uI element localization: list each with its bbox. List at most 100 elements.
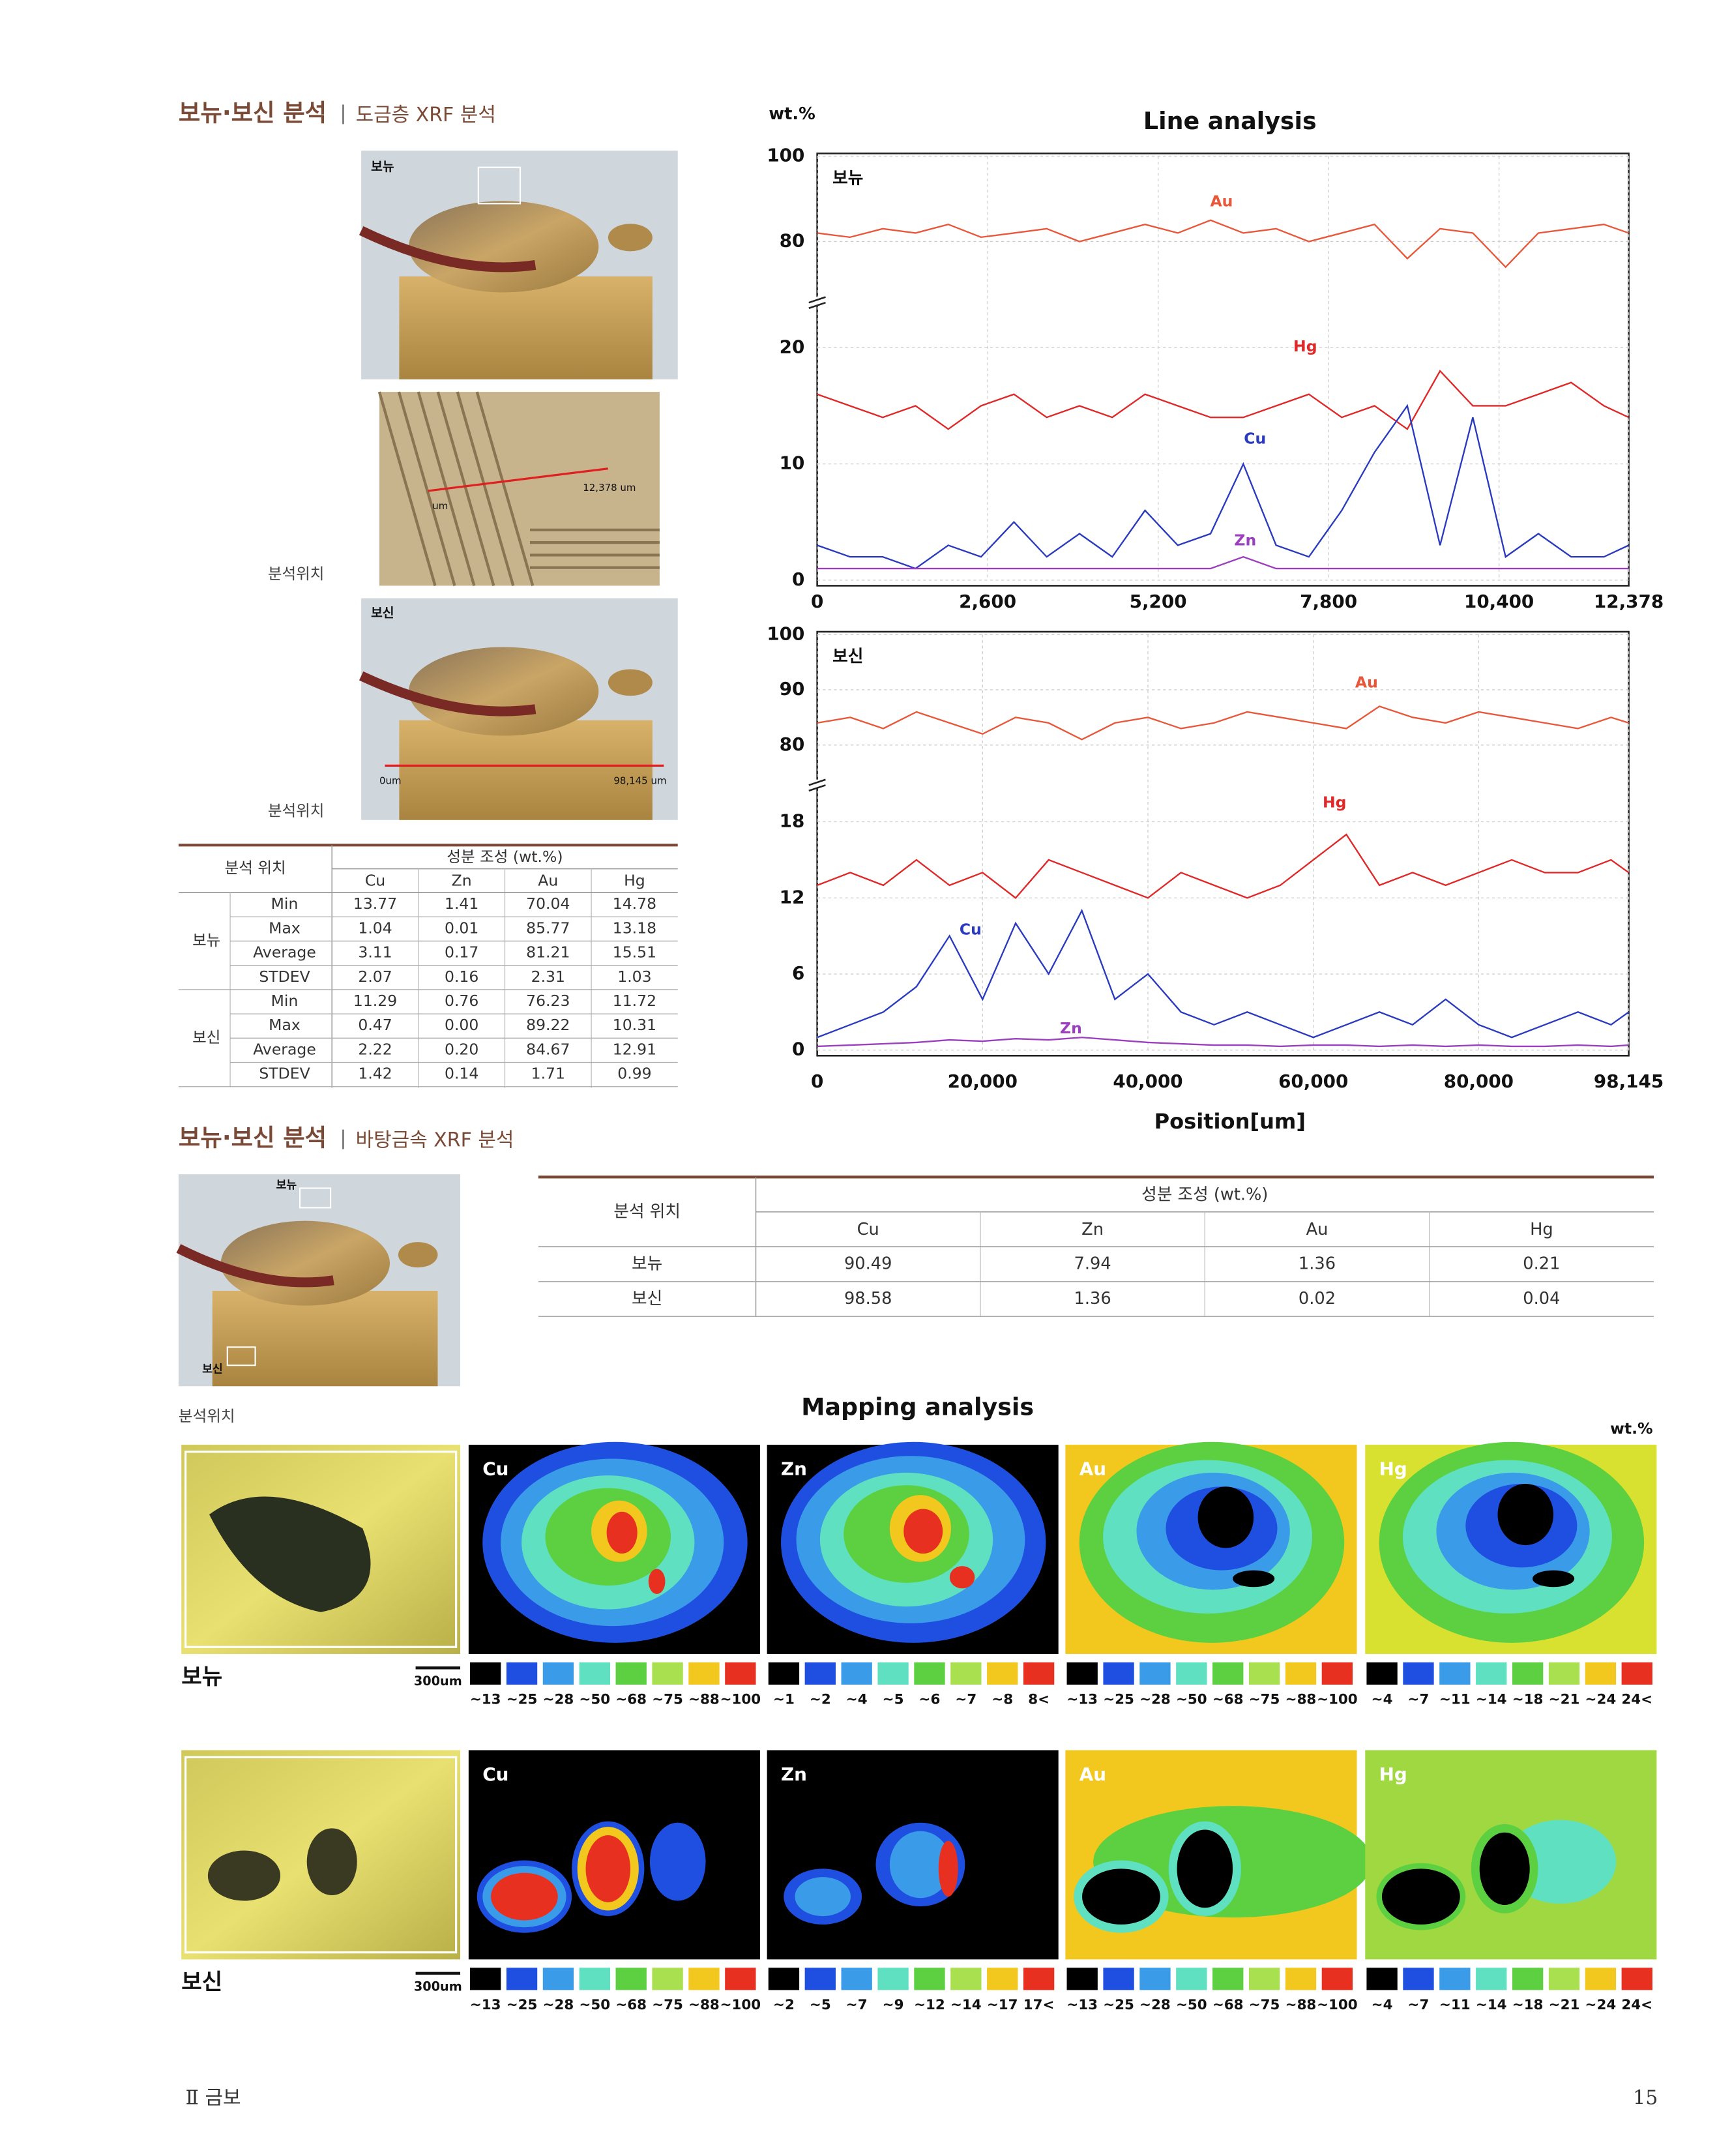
- table-cell: 89.22: [526, 1016, 570, 1034]
- map-region: [648, 1569, 666, 1594]
- map-region: [889, 1831, 951, 1898]
- series-label: Au: [1210, 192, 1233, 211]
- series-label: Hg: [1323, 793, 1347, 812]
- legend-swatch: [470, 1968, 501, 1990]
- legend-label: ~5: [883, 1692, 904, 1708]
- table-cell: 0.00: [445, 1016, 478, 1034]
- legend-label: ~25: [1103, 1997, 1134, 2013]
- legend-swatch: [1212, 1968, 1244, 1990]
- data-line: [817, 555, 1629, 570]
- legend-label: ~88: [688, 1692, 720, 1708]
- y-tick-label: 20: [780, 336, 805, 357]
- table-cell: 0.99: [617, 1065, 651, 1083]
- legend-label: ~4: [846, 1692, 868, 1708]
- map-region: [938, 1840, 958, 1897]
- scale-label: 300um: [414, 1674, 462, 1689]
- legend-swatch: [1366, 1968, 1398, 1990]
- photo-head: [608, 224, 653, 252]
- legend-label: ~28: [1139, 1997, 1171, 2013]
- legend-label: ~11: [1439, 1997, 1471, 2013]
- table-cell: 1.03: [617, 967, 651, 986]
- page-number: 15: [1633, 2086, 1658, 2109]
- footer-section: Ⅱ 금보: [186, 2086, 241, 2109]
- y-tick-label: 0: [792, 569, 804, 590]
- table-col-header: Au: [1306, 1220, 1328, 1239]
- legend-swatch: [1321, 1968, 1353, 1990]
- table-header: 성분 조성 (wt.%): [1141, 1185, 1268, 1205]
- legend-swatch: [1248, 1968, 1280, 1990]
- data-line: [817, 1037, 1629, 1048]
- section-title: 보뉴·보신 분석: [179, 98, 327, 126]
- table-row-header: 보뉴: [632, 1254, 662, 1274]
- table-cell: 0.20: [445, 1040, 478, 1058]
- map-element-label: Cu: [482, 1764, 508, 1785]
- legend-swatch: [1366, 1662, 1398, 1685]
- y-tick-label: 6: [792, 962, 804, 984]
- legend-swatch: [1285, 1662, 1317, 1685]
- photo-groove: [436, 391, 495, 587]
- table-stat: Average: [253, 1040, 316, 1058]
- legend-swatch: [1476, 1662, 1507, 1685]
- legend-swatch: [877, 1968, 909, 1990]
- photo-cord: [359, 671, 536, 716]
- legend-label: ~11: [1439, 1692, 1471, 1708]
- sample-label: 보뉴: [181, 1664, 222, 1690]
- legend-swatch: [1212, 1662, 1244, 1685]
- map-element-label: Zn: [781, 1458, 807, 1480]
- legend-label: ~18: [1512, 1997, 1544, 2013]
- chart-title: Line analysis: [1143, 107, 1317, 135]
- table-header: 분석 위치: [613, 1202, 681, 1221]
- legend-swatch: [1176, 1968, 1207, 1990]
- table-stat: STDEV: [259, 1065, 310, 1083]
- legend-label: ~7: [846, 1997, 868, 2013]
- photo-frame: [226, 1346, 256, 1366]
- map-region: [585, 1835, 630, 1902]
- map-region: [1532, 1570, 1575, 1587]
- table-cell: 1.42: [358, 1065, 392, 1083]
- legend-label: ~4: [1372, 1997, 1393, 2013]
- map-region: [491, 1872, 558, 1921]
- table-col-header: Au: [538, 871, 558, 889]
- x-tick-label: 60,000: [1278, 1071, 1348, 1092]
- legend-swatch: [1621, 1968, 1652, 1990]
- legend-label: ~25: [1103, 1692, 1134, 1708]
- legend-label: ~9: [883, 1997, 904, 2013]
- legend-swatch: [768, 1968, 800, 1990]
- table-cell: 0.01: [445, 919, 478, 937]
- legend-swatch: [1176, 1662, 1207, 1685]
- legend-swatch: [1439, 1968, 1471, 1990]
- table-cell: 0.04: [1523, 1289, 1560, 1308]
- legend-label: ~100: [1317, 1692, 1358, 1708]
- legend-swatch: [1548, 1968, 1580, 1990]
- legend-label: ~88: [688, 1997, 720, 2013]
- sample-label: 보신: [181, 1969, 222, 1995]
- table-cell: 11.72: [613, 992, 656, 1010]
- measure-start: um: [432, 500, 448, 512]
- legend-swatch: [542, 1662, 574, 1685]
- mapping-unit: wt.%: [1610, 1419, 1652, 1438]
- series-label: Cu: [1244, 429, 1266, 447]
- table-cell: 2.22: [358, 1040, 392, 1058]
- x-tick-label: 98,145: [1594, 1071, 1664, 1092]
- table-col-header: Zn: [1081, 1220, 1104, 1239]
- legend-swatch: [1321, 1662, 1353, 1685]
- legend-label: ~68: [615, 1692, 647, 1708]
- table-cell: 2.31: [531, 967, 565, 986]
- y-tick-label: 12: [780, 886, 805, 908]
- measure-line: [428, 467, 608, 492]
- photo-groove: [397, 391, 456, 587]
- table-cell: 0.14: [445, 1065, 478, 1083]
- legend-swatch: [1285, 1968, 1317, 1990]
- axis-break: [808, 778, 826, 792]
- photo-shell: [408, 201, 599, 293]
- legend-swatch: [579, 1968, 610, 1990]
- legend-label: ~28: [1139, 1692, 1171, 1708]
- legend-label: ~17: [987, 1997, 1018, 2013]
- location-label: 분석위치: [179, 1407, 235, 1425]
- map-region: [1381, 1868, 1460, 1925]
- legend-label: ~14: [1476, 1692, 1507, 1708]
- table-header: 분석 위치: [225, 859, 286, 877]
- legend-label: ~7: [1408, 1692, 1430, 1708]
- legend-label: ~50: [579, 1692, 610, 1708]
